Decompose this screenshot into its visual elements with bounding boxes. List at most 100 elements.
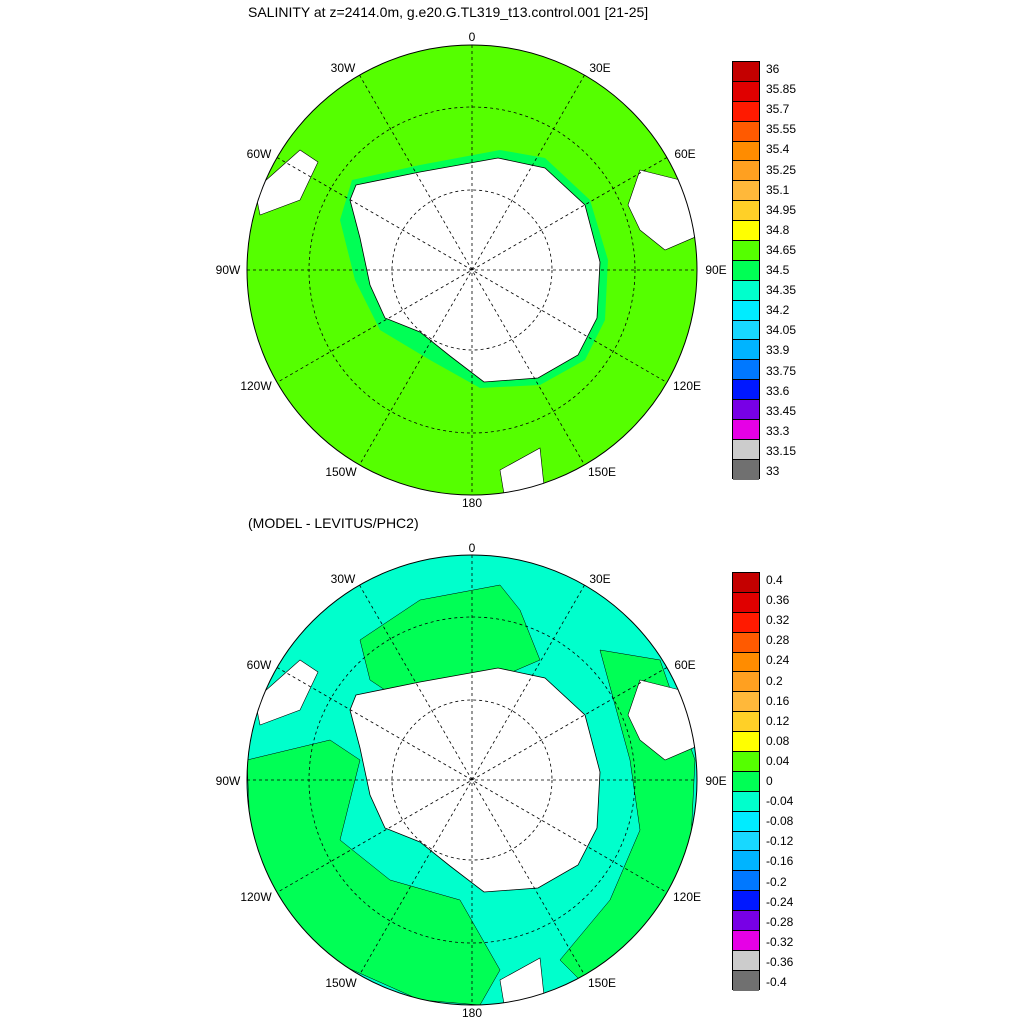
lon-label-30e: 30E xyxy=(589,61,611,75)
colorbar-tick-label: -0.2 xyxy=(766,874,787,889)
salinity-map xyxy=(246,44,698,496)
lon-label-150e: 150E xyxy=(587,465,617,479)
colorbar-box xyxy=(733,360,759,381)
lon-label-60e: 60E xyxy=(674,147,696,161)
lon-label-120e: 120E xyxy=(672,379,702,393)
colorbar-box xyxy=(733,851,759,872)
colorbar-box xyxy=(733,459,759,480)
colorbar-tick-label: 36 xyxy=(766,62,780,76)
lon-label-30w: 30W xyxy=(330,572,356,586)
map-boundary xyxy=(246,554,698,1006)
land-patch-south-america xyxy=(254,659,319,726)
colorbar-tick-label: -0.12 xyxy=(766,834,794,849)
colorbar-tick-label: 34.65 xyxy=(766,242,797,257)
colorbar-tick-label: 34.35 xyxy=(766,283,797,298)
lon-label-60w: 60W xyxy=(246,147,272,161)
colorbar-box xyxy=(733,420,759,440)
lon-label-150e: 150E xyxy=(587,976,617,990)
colorbar-tick-label: -0.36 xyxy=(766,954,794,969)
colorbar-tick-label: 0.12 xyxy=(766,713,790,728)
colorbar-tick-label: -0.16 xyxy=(766,854,794,869)
colorbar-box xyxy=(733,950,759,971)
lon-label-90e: 90E xyxy=(705,263,727,277)
colorbar-box xyxy=(733,831,759,852)
lon-label-180: 180 xyxy=(461,496,483,510)
colorbar-tick-label: 33.6 xyxy=(766,383,790,398)
colorbar-tick-label: 0.4 xyxy=(766,573,783,587)
panel1-title: SALINITY at z=2414.0m, g.e20.G.TL319_t13… xyxy=(248,4,649,20)
colorbar-box xyxy=(733,891,759,912)
colorbar-box xyxy=(733,320,759,341)
colorbar-tick-label: 35.25 xyxy=(766,162,797,177)
colorbar-tick-label: 0.32 xyxy=(766,613,790,628)
colorbar-box xyxy=(733,62,759,82)
colorbar-box xyxy=(733,632,759,653)
lat-circle-70 xyxy=(391,189,553,351)
lon-label-90w: 90W xyxy=(215,774,241,788)
colorbar-tick-label: -0.04 xyxy=(766,794,794,809)
land-patch-south-america xyxy=(254,149,319,216)
colorbar-tick-label: 35.55 xyxy=(766,122,797,137)
colorbar-tick-label: 0.36 xyxy=(766,593,790,608)
colorbar-box xyxy=(733,871,759,892)
map-boundary xyxy=(246,44,698,496)
colorbar-tick-label: 34.5 xyxy=(766,263,790,277)
difference-map xyxy=(246,554,698,1006)
lon-label-120e: 120E xyxy=(672,890,702,904)
colorbar-tick-label: 35.1 xyxy=(766,182,790,197)
colorbar-box xyxy=(733,592,759,613)
colorbar-tick-label: 33.45 xyxy=(766,403,797,418)
meridian-lines xyxy=(247,45,697,495)
colorbar-box xyxy=(733,931,759,951)
colorbar-tick-label: 33 xyxy=(766,464,780,478)
colorbar-tick-label: 33.9 xyxy=(766,343,790,358)
colorbar-tick-label: -0.24 xyxy=(766,894,794,909)
lon-label-0: 0 xyxy=(468,541,476,555)
colorbar-tick-label: 33.3 xyxy=(766,423,790,438)
colorbar-box xyxy=(733,181,759,202)
lon-label-150w: 150W xyxy=(325,976,357,990)
lat-circle-70 xyxy=(391,699,553,861)
colorbar-tick-label: 0.28 xyxy=(766,633,790,648)
lon-label-60e: 60E xyxy=(674,658,696,672)
colorbar-box xyxy=(733,439,759,460)
colorbar-box xyxy=(733,380,759,401)
colorbar-box xyxy=(733,81,759,102)
colorbar-box xyxy=(733,101,759,122)
lon-label-30e: 30E xyxy=(589,572,611,586)
colorbar-tick-label: 0.24 xyxy=(766,653,790,668)
colorbar-tick-label: 34.95 xyxy=(766,202,797,217)
colorbar-box xyxy=(733,241,759,261)
lon-label-0: 0 xyxy=(468,30,476,44)
colorbar-box xyxy=(733,970,759,991)
lon-label-150w: 150W xyxy=(325,465,357,479)
colorbar-box xyxy=(733,573,759,593)
colorbar-tick-label: 34.05 xyxy=(766,323,797,338)
colorbar-box xyxy=(733,201,759,222)
colorbar-tick-label: -0.08 xyxy=(766,814,794,829)
colorbar-box xyxy=(733,141,759,162)
colorbar-box xyxy=(733,121,759,142)
colorbar-tick-label: 0.08 xyxy=(766,733,790,748)
colorbar-tick-label: 0.2 xyxy=(766,673,783,688)
colorbar-tick-label: 0.04 xyxy=(766,753,790,768)
colorbar-box xyxy=(733,612,759,633)
colorbar-box xyxy=(733,791,759,812)
colorbar-box xyxy=(733,260,759,281)
colorbar-box xyxy=(733,672,759,693)
colorbar-tick-label: -0.4 xyxy=(766,975,787,989)
colorbar-tick-label: 33.15 xyxy=(766,443,797,458)
colorbar-box xyxy=(733,911,759,932)
colorbar-box xyxy=(733,752,759,772)
colorbar-box xyxy=(733,811,759,832)
meridian-lines xyxy=(247,555,697,1005)
colorbar-tick-label: 0 xyxy=(766,774,773,788)
colorbar-panel2 xyxy=(732,572,760,991)
colorbar-tick-label: 0.16 xyxy=(766,693,790,708)
colorbar-box xyxy=(733,400,759,421)
colorbar-tick-label: 35.85 xyxy=(766,82,797,97)
colorbar-tick-label: 35.7 xyxy=(766,102,790,117)
lon-label-120w: 120W xyxy=(240,379,272,393)
lon-label-60w: 60W xyxy=(246,658,272,672)
lon-label-90w: 90W xyxy=(215,263,241,277)
